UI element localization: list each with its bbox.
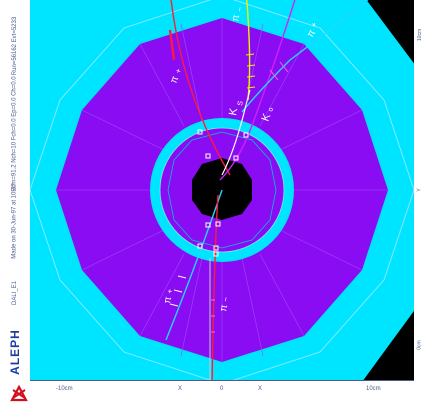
label-pi-plus-top-right: π + [305, 20, 319, 39]
x-scale-center: 0 [220, 386, 224, 392]
label-k-short: K S [227, 100, 245, 116]
right-scale-top: 10cm [417, 28, 424, 42]
svg-text:+: + [165, 288, 175, 294]
label-pi-plus-left: π + [168, 67, 183, 85]
track-white-vertical [221, 89, 251, 176]
track-pi-minus-top [168, 0, 231, 176]
label-pi-minus-top: π − [230, 6, 245, 23]
vertex-detector-core [192, 158, 252, 220]
x-scale-left: -10cm [56, 386, 73, 392]
aleph-wordmark: ALEPH [8, 329, 23, 375]
left-info-strip: Run=56162 Evt=5233 Ecm=91.2 Nch=10 Fch=0… [0, 0, 30, 407]
bottom-scale-strip: -10cm X 0 X 10cm [30, 380, 414, 407]
track-cyan-bottom-left [165, 189, 223, 341]
svg-text:+: + [309, 20, 319, 29]
svg-text:K: K [227, 107, 240, 117]
svg-text:π: π [218, 304, 230, 313]
svg-text:−: − [221, 296, 231, 302]
svg-text:K: K [260, 111, 274, 123]
track-yellow [245, 0, 256, 101]
svg-text:π: π [305, 28, 318, 40]
x-scale-mid-right: X [258, 386, 263, 392]
label-pi-minus-bottom: π − [218, 296, 231, 313]
svg-text:π: π [230, 14, 242, 23]
svg-text:π: π [168, 75, 181, 85]
fit-info-label: Ecm=91.2 Nch=10 Fch=0.0 Ep=0.0 Ch=0.0 [12, 76, 18, 192]
right-scale-strip: 10cm Y 0cm [414, 0, 426, 407]
detector-display[interactable]: π − π + π + K S K o [30, 0, 414, 380]
svg-text:+: + [173, 67, 183, 75]
right-scale-axis: Y [417, 188, 423, 192]
made-by-label: Made on 30-Jun-97 at 10:47 [12, 183, 19, 259]
x-scale-right: 10cm [366, 386, 381, 392]
svg-text:−: − [235, 6, 245, 12]
x-scale-mid-left: X [178, 386, 183, 392]
svg-text:S: S [237, 100, 245, 106]
aleph-logo-icon [8, 384, 30, 402]
track-cyan-top-right [241, 0, 369, 113]
right-scale-bottom: 0cm [416, 340, 423, 350]
svg-text:π: π [162, 296, 174, 305]
vertex-hit-markers [197, 129, 249, 257]
track-magenta [219, 0, 296, 181]
x-scale-bar [30, 380, 414, 393]
detector-cross-section: π − π + π + K S K o [30, 0, 414, 380]
itc-boundary [167, 131, 277, 249]
label-pi-plus-bottom: π + [162, 288, 175, 305]
detector-info-label: DALI_E1 [11, 280, 18, 306]
svg-text:o: o [267, 107, 275, 113]
label-k-zero: K o [260, 107, 276, 123]
track-red-bottom [211, 194, 219, 380]
ecal-segment-lines [56, 18, 388, 362]
